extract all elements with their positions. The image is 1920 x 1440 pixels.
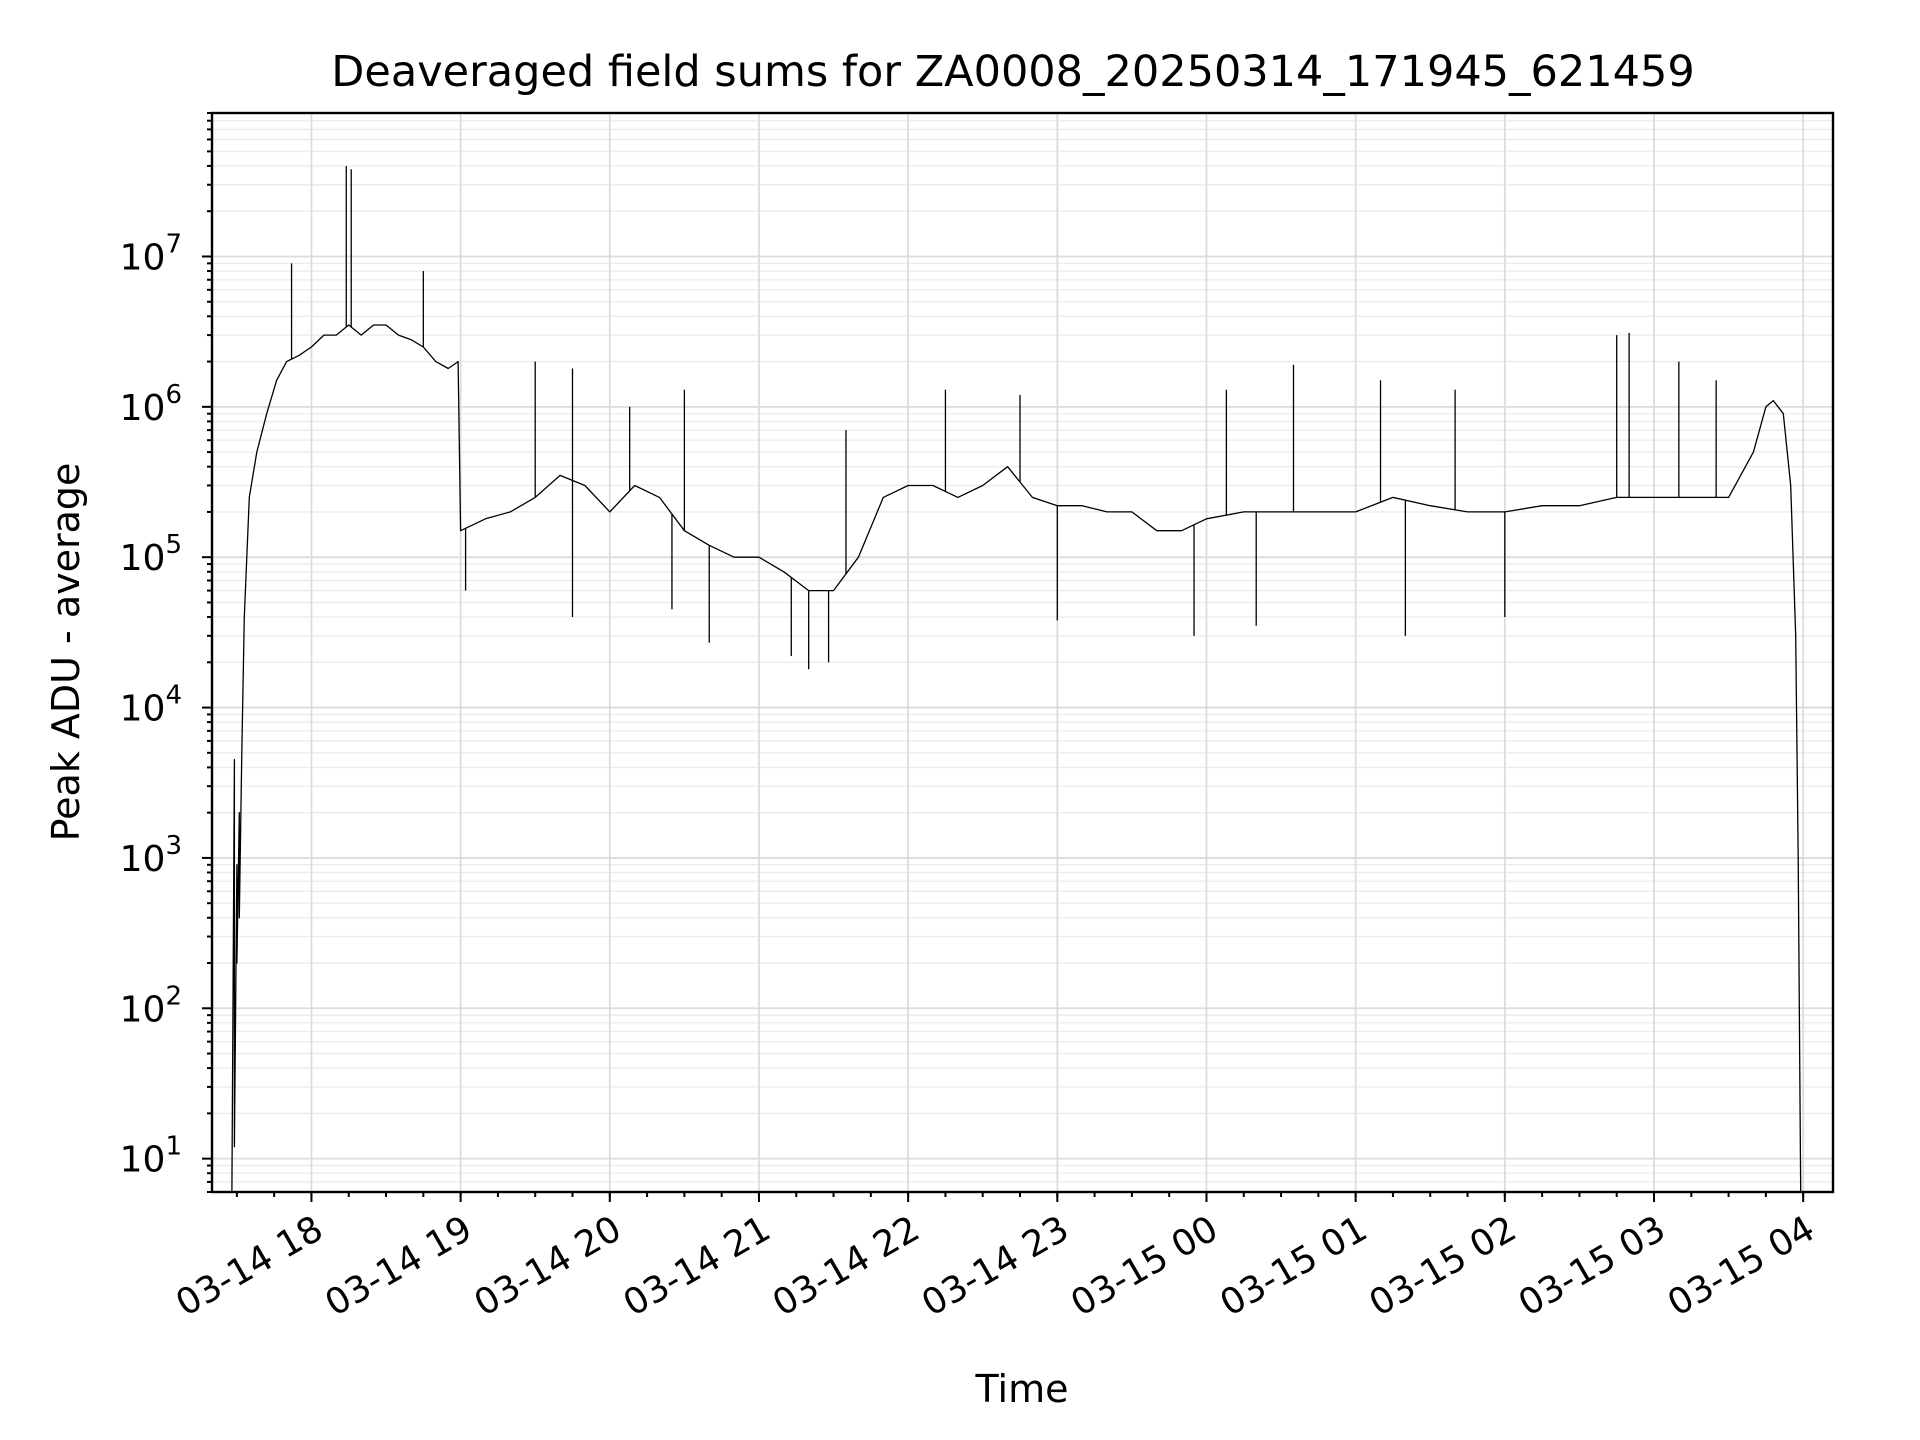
y-tick-label: 103 xyxy=(120,831,182,880)
y-axis-label: Peak ADU - average xyxy=(44,463,88,842)
major-gridlines xyxy=(212,113,1833,1192)
x-tick-label: 03-15 02 xyxy=(1363,1208,1524,1324)
x-tick-label: 03-14 19 xyxy=(318,1208,479,1324)
x-tick-label: 03-15 04 xyxy=(1661,1208,1822,1324)
chart-title: Deaveraged field sums for ZA0008_2025031… xyxy=(331,47,1694,97)
y-tick-label: 102 xyxy=(120,981,182,1030)
series-group xyxy=(231,165,1802,1193)
x-tick-label: 03-15 03 xyxy=(1512,1208,1673,1324)
x-tick-label: 03-15 01 xyxy=(1213,1208,1374,1324)
x-tick-label: 03-14 23 xyxy=(915,1208,1076,1324)
x-tick-label: 03-14 20 xyxy=(468,1208,629,1324)
x-tick-label: 03-15 00 xyxy=(1064,1208,1225,1324)
x-tick-label: 03-14 18 xyxy=(169,1208,330,1324)
y-tick-label: 105 xyxy=(120,530,182,579)
plot-frame xyxy=(210,111,1835,1194)
x-tick-label: 03-14 21 xyxy=(617,1208,778,1324)
y-tick-label: 101 xyxy=(120,1132,182,1181)
x-axis-label: Time xyxy=(975,1367,1069,1411)
y-tick-label: 104 xyxy=(120,681,182,730)
y-tick-label: 106 xyxy=(120,380,182,429)
x-tick-label: 03-14 22 xyxy=(766,1208,927,1324)
y-axis-ticks: 101 102 103 104 105 106 107 xyxy=(120,112,212,1193)
series-line xyxy=(231,324,1802,1193)
minor-gridlines xyxy=(212,112,1833,1193)
y-tick-label: 107 xyxy=(120,229,182,278)
